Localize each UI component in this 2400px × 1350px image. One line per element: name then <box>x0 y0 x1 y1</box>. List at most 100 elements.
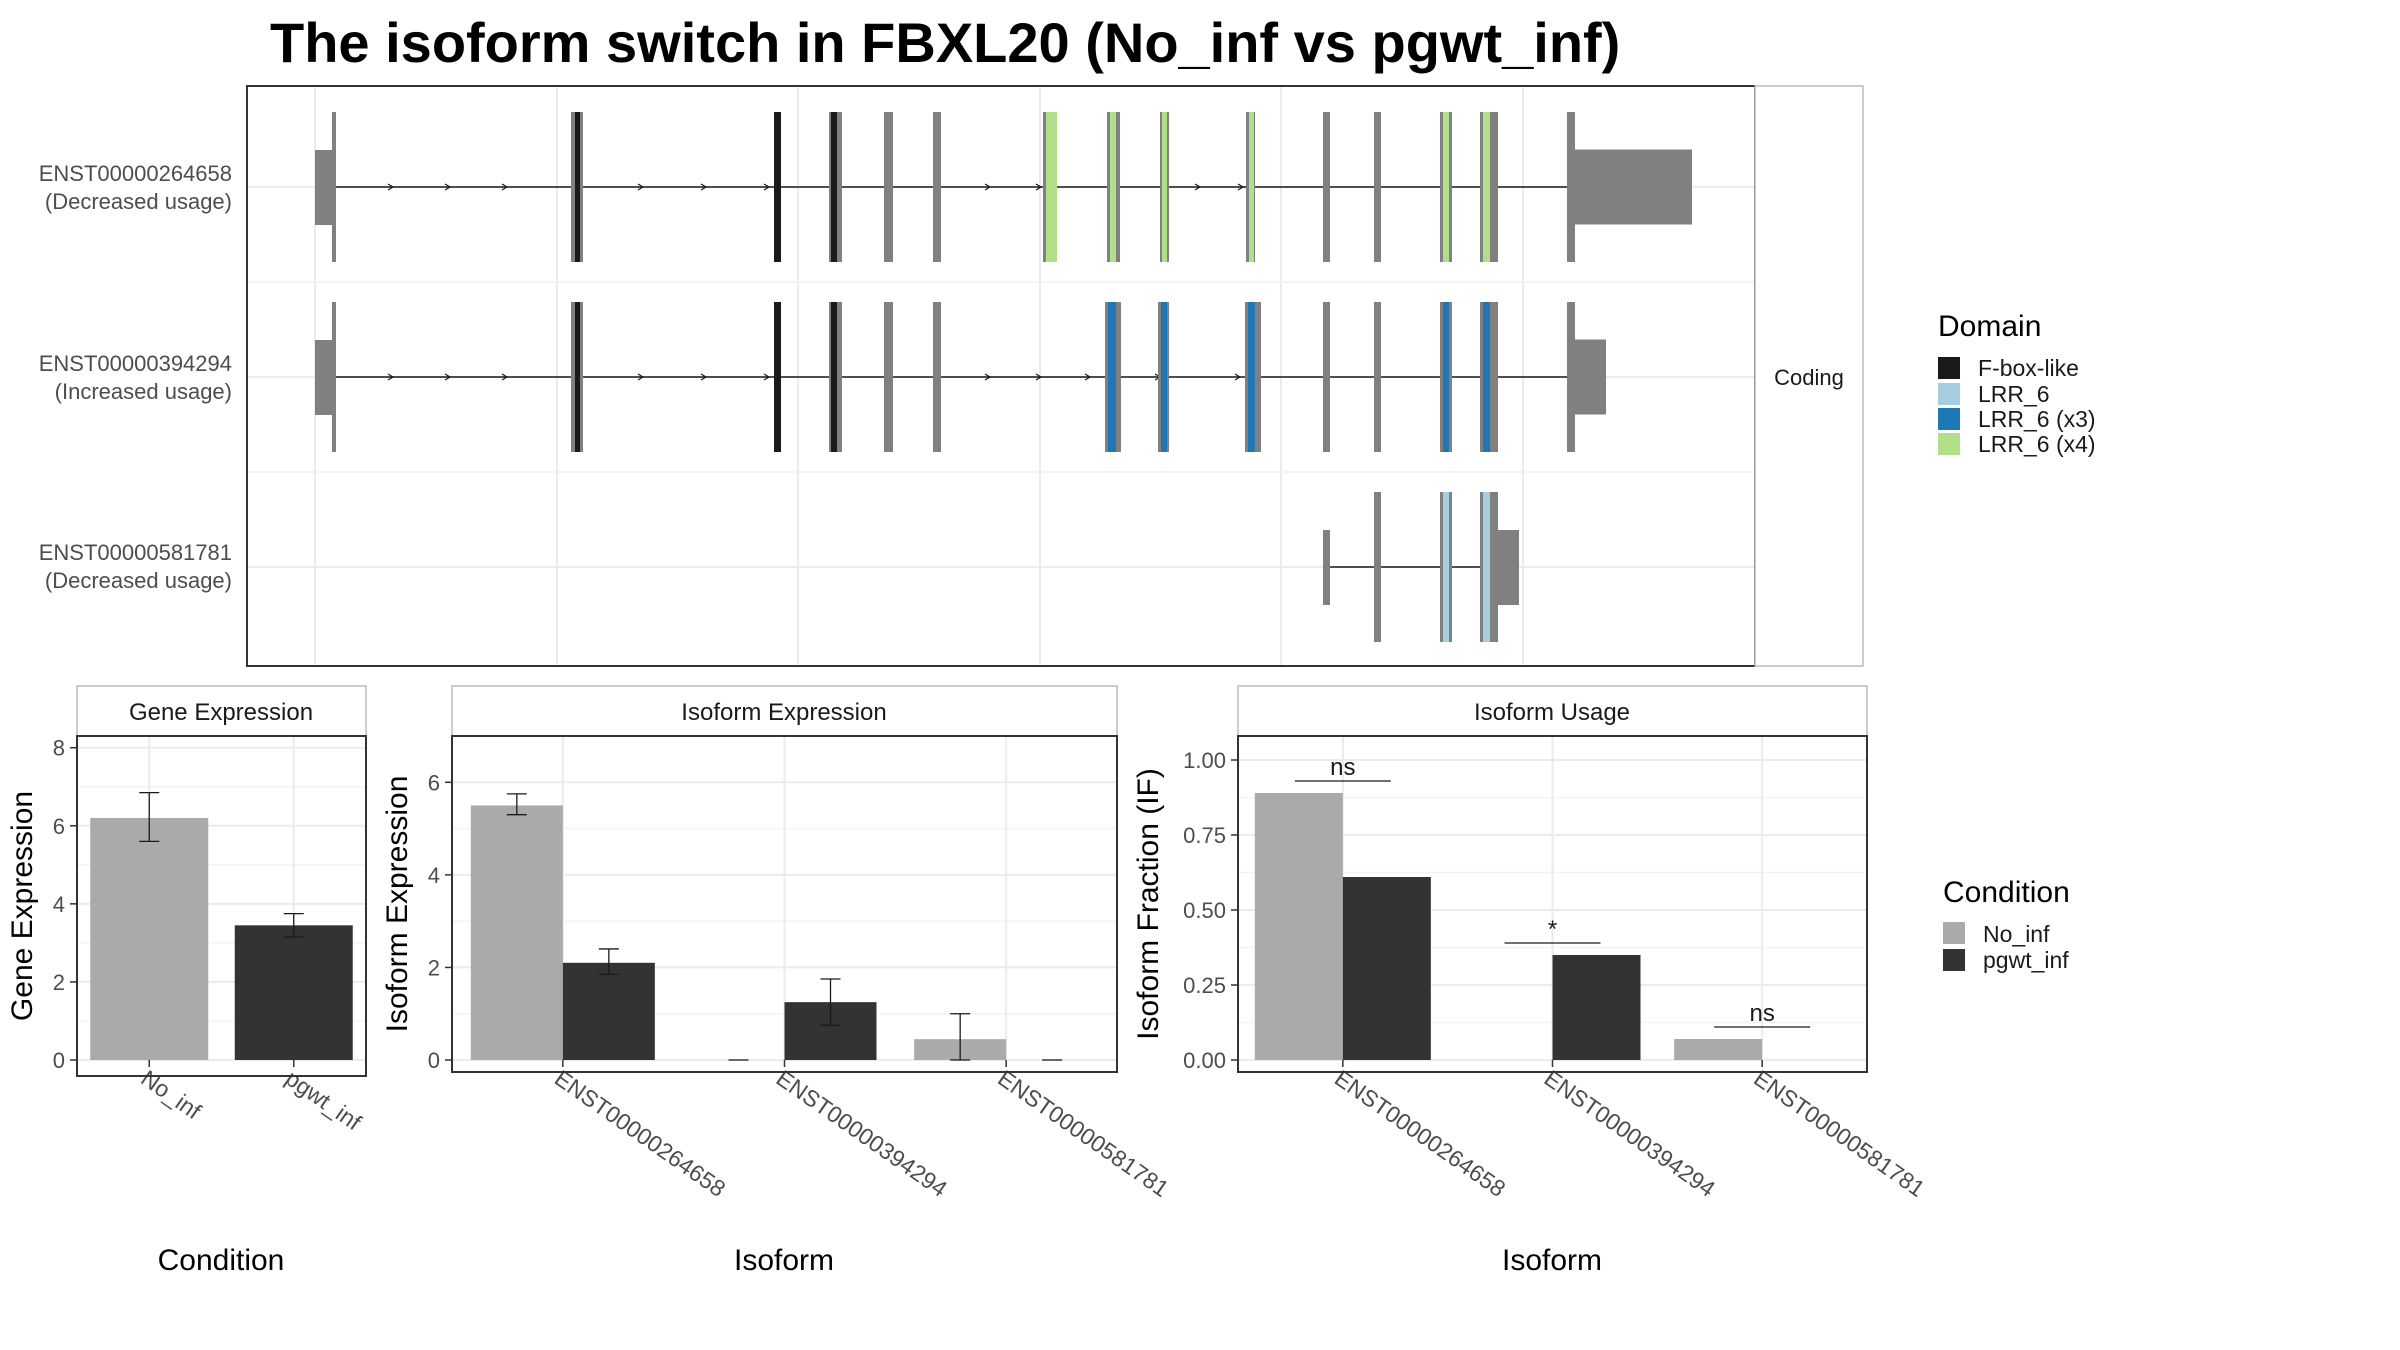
legend-key-lrr6 <box>1938 383 1960 405</box>
gene-expression-xtick-label-0: No_inf <box>136 1065 206 1125</box>
gene-expression-ytick-label-2: 4 <box>53 892 65 917</box>
isoform-usage-significance-label-1: * <box>1548 916 1557 943</box>
isoform-usage-xtick-label-1: ENST00000394294 <box>1540 1065 1721 1202</box>
transcript-1-exon-20 <box>1443 112 1449 262</box>
coding-strip <box>1754 85 1864 667</box>
transcript-1-exon-6 <box>831 112 837 262</box>
transcript-tracks <box>315 112 1692 642</box>
gene-expression-bar-0-1 <box>234 925 353 1060</box>
transcript-3-exon-0 <box>1323 530 1330 605</box>
isoform-usage-ylabel: Isoform Fraction (IF) <box>1132 768 1165 1040</box>
condition-legend: Condition No_inf pgwt_inf <box>1943 876 2070 973</box>
isoform-usage-strip <box>1237 685 1868 737</box>
isoform-usage-bar-1-1 <box>1552 955 1641 1060</box>
transcript-1-exon-18 <box>1374 112 1381 262</box>
gene-expression-xlabel: Condition <box>158 1244 285 1277</box>
legend-key-lrr6-x3 <box>1938 408 1960 430</box>
transcript-label-3-id: ENST00000581781 <box>39 540 232 565</box>
legend-key-lrr6-x4 <box>1938 433 1960 455</box>
transcript-2-direction-arrow-2 <box>501 373 509 381</box>
transcript-3-exon-2 <box>1374 492 1381 642</box>
transcript-2-direction-arrow-4 <box>700 373 708 381</box>
transcript-2-direction-arrow-6 <box>984 373 992 381</box>
transcript-2-exon-14 <box>1248 302 1255 452</box>
domain-legend: Domain F-box-like LRR_6 LRR_6 (x3) LRR_6… <box>1938 310 2096 457</box>
transcript-2-utr-start <box>315 340 332 415</box>
isoform-usage-plot: 0.00 0.25 0.50 0.75 1.00 ENST00000264658 ENST0… <box>1183 736 1930 1202</box>
legend-key-fbox <box>1938 357 1960 379</box>
isoform-expression-plot: 0 2 4 6 ENST00000264658 ENST00000394294 ENST00… <box>428 736 1174 1202</box>
isoform-expression-frame <box>451 735 1118 1073</box>
isoform-usage-significance-label-0: ns <box>1330 754 1355 781</box>
gene-expression-ytick-label-0: 0 <box>53 1048 65 1073</box>
isoform-expression-ytick-label-1: 2 <box>428 955 440 980</box>
transcript-2-direction-arrow-10 <box>1234 373 1242 381</box>
transcript-1-direction-arrow-7 <box>1035 183 1043 191</box>
isoform-usage-ytick-label-4: 1.00 <box>1183 748 1226 773</box>
isoform-expression-xtick-label-0: ENST00000264658 <box>550 1065 730 1202</box>
isoform-usage-ytick-label-1: 0.25 <box>1183 973 1226 998</box>
transcript-1-exon-16 <box>1249 112 1254 262</box>
legend-label-pgwt-inf: pgwt_inf <box>1983 947 2069 973</box>
isoform-expression-bar-1-0 <box>562 962 655 1060</box>
transcript-3-utr-end <box>1497 530 1519 605</box>
transcript-2-direction-arrow-7 <box>1035 373 1043 381</box>
transcript-label-1-usage: (Decreased usage) <box>45 189 232 214</box>
isoform-usage-bar-0-0 <box>1254 793 1343 1060</box>
isoform-usage-strip-label: Isoform Usage <box>1474 699 1630 726</box>
gene-expression-ytick-label-1: 2 <box>53 970 65 995</box>
transcript-3-domain-lrr6-a <box>1443 492 1449 642</box>
isoform-expression-ytick-label-3: 6 <box>428 770 440 795</box>
transcript-panel: Coding <box>246 85 1864 667</box>
isoform-expression-ytick-label-0: 0 <box>428 1048 440 1073</box>
transcript-2-exon-8 <box>933 302 941 452</box>
isoform-usage-significance-label-2: ns <box>1749 1000 1774 1027</box>
transcript-2-exon-15 <box>1323 302 1330 452</box>
transcript-2-utr-end <box>1567 339 1606 415</box>
isoform-usage-ytick-label-2: 0.50 <box>1183 898 1226 923</box>
transcript-2-exon-16 <box>1374 302 1381 452</box>
isoform-usage-xlabel: Isoform <box>1502 1244 1602 1277</box>
transcript-1-direction-arrow-0 <box>387 183 395 191</box>
isoform-usage-xtick-label-0: ENST00000264658 <box>1330 1065 1510 1202</box>
transcript-2-exon-10 <box>1108 302 1116 452</box>
transcript-1-exon-14 <box>1162 112 1167 262</box>
transcript-1-direction-arrow-4 <box>700 183 708 191</box>
transcript-2-direction-arrow-3 <box>637 373 645 381</box>
transcript-1-utr-end <box>1567 149 1692 225</box>
transcript-2-direction-arrow-1 <box>444 373 452 381</box>
transcript-1-exon-22 <box>1483 112 1490 262</box>
isoform-usage-frame <box>1237 735 1868 1073</box>
isoform-expression-xlabel: Isoform <box>734 1244 834 1277</box>
transcript-1-exon-4 <box>774 112 781 262</box>
isoform-usage-bar-1-0 <box>1342 877 1431 1060</box>
isoform-expression-bar-0-0 <box>470 805 563 1060</box>
condition-legend-title: Condition <box>1943 876 2070 909</box>
isoform-usage-bar-0-2 <box>1674 1039 1763 1060</box>
transcript-1-exon-7 <box>884 112 893 262</box>
transcript-2-direction-arrow-8 <box>1084 373 1092 381</box>
isoform-expression-xtick-label-1: ENST00000394294 <box>772 1065 953 1202</box>
transcript-2-exon-3 <box>575 302 580 452</box>
transcript-1-direction-arrow-9 <box>1237 183 1245 191</box>
gene-expression-ylabel: Gene Expression <box>6 791 39 1021</box>
transcript-2-direction-arrow-5 <box>763 373 771 381</box>
isoform-usage-ytick-label-0: 0.00 <box>1183 1048 1226 1073</box>
gene-expression-strip <box>76 685 367 737</box>
legend-key-no-inf <box>1943 922 1965 944</box>
isoform-usage-ytick-label-3: 0.75 <box>1183 823 1226 848</box>
transcript-2-exon-20 <box>1483 302 1490 452</box>
transcript-2-exon-4 <box>774 302 781 452</box>
transcript-2-exon-6 <box>831 302 837 452</box>
transcript-1-exon-10 <box>1046 112 1057 262</box>
isoform-expression-panel: Isoform Expression 0 2 4 6 ENST00000264658 EN… <box>381 685 1174 1277</box>
transcript-1-exon-1 <box>332 112 336 262</box>
isoform-usage-panel: Isoform Usage 0.00 0.25 0.50 0.75 1.00 ENST00… <box>1132 685 1930 1277</box>
transcript-1-direction-arrow-1 <box>444 183 452 191</box>
domain-legend-title: Domain <box>1938 310 2041 343</box>
transcript-label-2-usage: (Increased usage) <box>55 379 232 404</box>
isoform-expression-strip <box>451 685 1118 737</box>
isoform-expression-strip-label: Isoform Expression <box>681 699 886 726</box>
